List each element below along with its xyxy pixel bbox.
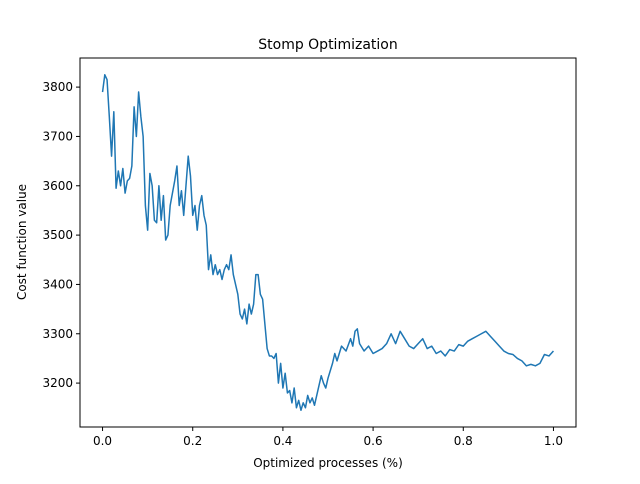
x-axis-label: Optimized processes (%) (253, 456, 403, 470)
plot-frame (79, 57, 577, 428)
x-tick-label: 0.8 (454, 434, 473, 448)
y-tick-label: 3200 (42, 376, 73, 390)
chart-title: Stomp Optimization (258, 37, 397, 53)
x-tick-label: 0.2 (183, 434, 202, 448)
y-axis-label: Cost function value (15, 184, 29, 300)
y-tick-label: 3500 (42, 228, 73, 242)
x-tick-label: 0.4 (273, 434, 292, 448)
y-tick-label: 3300 (42, 327, 73, 341)
y-tick-label: 3700 (42, 129, 73, 143)
y-tick-label: 3400 (42, 277, 73, 291)
line-series (101, 74, 555, 411)
x-tick-label: 1.0 (544, 434, 563, 448)
x-tick-label: 0.0 (93, 434, 112, 448)
x-tick-label: 0.6 (364, 434, 383, 448)
y-tick-label: 3600 (42, 179, 73, 193)
y-tick-label: 3800 (42, 80, 73, 94)
